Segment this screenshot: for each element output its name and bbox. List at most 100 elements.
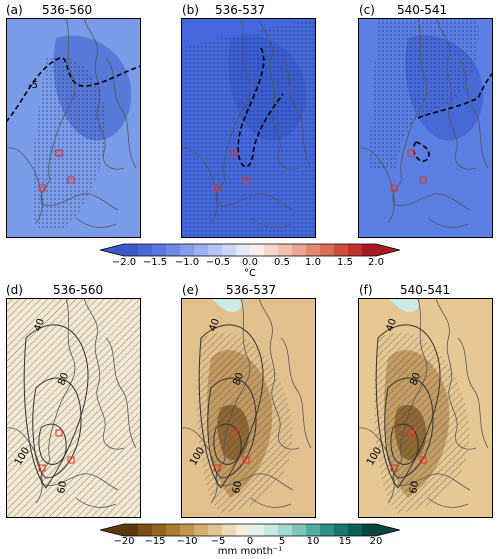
- coastline: [181, 427, 218, 504]
- site-marker: [407, 149, 415, 157]
- map-frame: [181, 298, 316, 518]
- colorbar-bin: [334, 244, 349, 256]
- site-marker: [390, 464, 398, 472]
- wet-patch: [211, 298, 242, 313]
- map-frame: [6, 298, 141, 518]
- colorbar-bin: [250, 244, 265, 256]
- tick: 0.5: [274, 257, 290, 268]
- site-marker: [55, 429, 63, 437]
- panel-title-f: 540-541: [400, 283, 451, 297]
- colorbar-bin: [152, 524, 167, 536]
- contour-line: [198, 324, 264, 489]
- site-marker: [230, 149, 238, 157]
- panel-title-d: 536-560: [53, 283, 104, 297]
- colorbar-bin: [124, 244, 139, 256]
- colorbar-bin: [222, 244, 237, 256]
- site-marker: [419, 456, 427, 464]
- coastline: [280, 57, 312, 169]
- precipitation-colorbar: [100, 523, 400, 537]
- colorbar-bin: [138, 244, 153, 256]
- panel-title-e: 536-537: [226, 283, 277, 297]
- temperature-map-b: [181, 18, 316, 238]
- colorbar-bin: [348, 244, 363, 256]
- coastline: [435, 298, 477, 450]
- map-frame: [358, 298, 493, 518]
- site-marker: [38, 184, 46, 192]
- coastline: [181, 147, 218, 224]
- temperature-map-c: [358, 18, 493, 238]
- tick: −1.0: [174, 257, 200, 268]
- colorbar-bin: [194, 524, 209, 536]
- colorbar-bin: [306, 244, 321, 256]
- coastline: [40, 298, 119, 491]
- coastline: [457, 57, 489, 169]
- map-frame: [181, 18, 316, 238]
- contour-line: [375, 324, 441, 489]
- coastline: [280, 337, 312, 449]
- coastline: [83, 18, 125, 170]
- coastline: [392, 18, 471, 211]
- site-marker: [213, 464, 221, 472]
- significance-stipple: [31, 56, 106, 228]
- contour-label: 40: [32, 317, 47, 333]
- contour-line: [23, 324, 89, 489]
- colorbar-bin: [208, 524, 223, 536]
- colorbar-bin: [320, 524, 335, 536]
- coastline: [358, 147, 395, 224]
- site-marker: [213, 184, 221, 192]
- contour-label: 60: [231, 480, 244, 494]
- colorbar-bin: [292, 244, 307, 256]
- colorbar-bin: [264, 244, 279, 256]
- colorbar-bin: [236, 244, 251, 256]
- colorbar-bin: [124, 524, 139, 536]
- tick: −20: [113, 536, 135, 547]
- contour-label: 40: [384, 317, 399, 333]
- tick: −0.5: [205, 257, 231, 268]
- coastline: [392, 298, 471, 491]
- colorbar-extend-low: [100, 244, 124, 256]
- colorbar-bin: [278, 244, 293, 256]
- coastline: [215, 18, 294, 211]
- tick: 5: [278, 536, 286, 547]
- panel-title-a: 536-560: [42, 3, 93, 17]
- site-marker: [230, 429, 238, 437]
- coastline: [6, 147, 43, 224]
- colorbar-bin: [166, 524, 181, 536]
- significance-hatching: [6, 298, 141, 518]
- temperature-colorbar-ticks: −2.0 −1.5 −1.0 −0.5 0.0 0.5 1.0 1.5 2.0: [0, 257, 500, 269]
- colorbar-bin: [334, 524, 349, 536]
- colorbar-bin: [250, 524, 265, 536]
- colorbar-bin: [180, 244, 195, 256]
- temperature-colorbar: [100, 243, 400, 257]
- colorbar-bin: [278, 524, 293, 536]
- contour-line: [38, 423, 67, 465]
- significance-hatching: [197, 332, 293, 513]
- site-marker: [242, 176, 250, 184]
- tick: 2.0: [368, 257, 384, 268]
- coastline: [6, 427, 43, 504]
- coastline: [250, 497, 292, 508]
- contour-label: 60: [408, 480, 421, 494]
- precipitation-colorbar-unit: mm month⁻¹: [217, 546, 283, 557]
- tick: 20: [369, 536, 383, 547]
- tick: −2.0: [111, 257, 137, 268]
- site-marker: [38, 464, 46, 472]
- tick: 0.0: [242, 257, 258, 268]
- colorbar-bin: [292, 524, 307, 536]
- panel-label-c: (c): [359, 3, 375, 17]
- coastline: [457, 337, 489, 449]
- colorbar-bin: [306, 524, 321, 536]
- coastline: [258, 298, 300, 450]
- tick: 15: [338, 536, 352, 547]
- panel-label-b: (b): [182, 3, 199, 17]
- colorbar-bin: [180, 524, 195, 536]
- colorbar-outline: [100, 523, 400, 537]
- tick: −5: [210, 536, 226, 547]
- temperature-colorbar-unit: °C: [244, 268, 256, 279]
- tick: 1.5: [337, 257, 353, 268]
- contour-line: [32, 377, 82, 479]
- map-frame: [6, 18, 141, 238]
- tick: −15: [144, 536, 166, 547]
